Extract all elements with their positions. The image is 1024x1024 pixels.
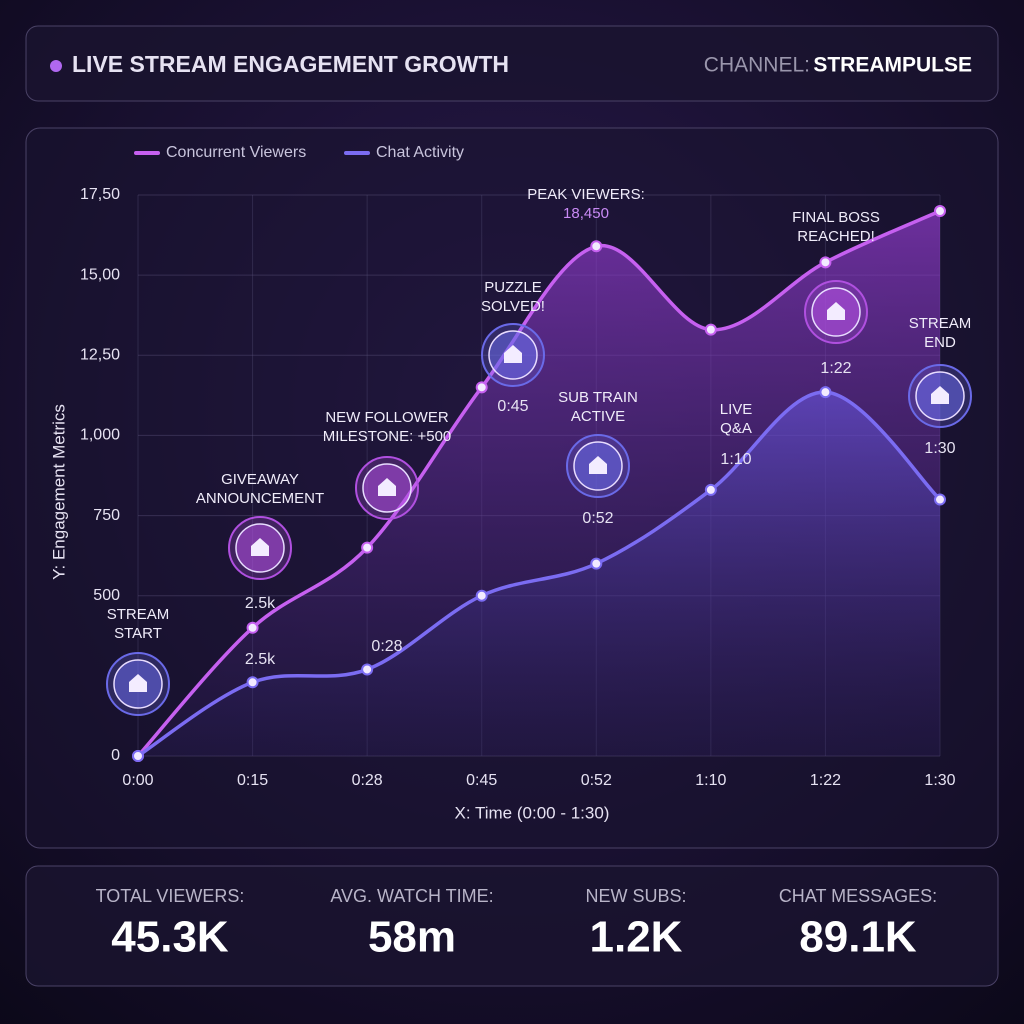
point-label: 0:45 bbox=[497, 398, 528, 415]
legend-label: Concurrent Viewers bbox=[166, 144, 306, 161]
x-tick-label: 0:00 bbox=[122, 772, 153, 789]
annotation-text: END bbox=[924, 334, 956, 351]
data-point bbox=[934, 205, 946, 218]
point-label: 1:10 bbox=[720, 451, 751, 468]
icon-glyph bbox=[827, 302, 845, 320]
y-tick-label: 17,50 bbox=[80, 186, 120, 203]
annotation-text: STREAM bbox=[909, 315, 972, 332]
point-label: 2.5k bbox=[245, 651, 276, 668]
data-point bbox=[361, 541, 374, 554]
y-tick-label: 15,00 bbox=[80, 266, 120, 283]
y-tick-label: 0 bbox=[111, 747, 120, 764]
annotation-text: PEAK VIEWERS: bbox=[527, 186, 645, 203]
stats-panel bbox=[25, 865, 999, 987]
icon-glyph bbox=[504, 345, 522, 363]
x-tick-label: 0:15 bbox=[237, 772, 268, 789]
stat-label: NEW SUBS: bbox=[585, 886, 686, 906]
y-tick-label: 500 bbox=[93, 587, 120, 604]
data-point bbox=[819, 256, 832, 269]
data-point bbox=[704, 323, 717, 336]
x-axis-label: X: Time (0:00 - 1:30) bbox=[455, 803, 610, 822]
stat-label: TOTAL VIEWERS: bbox=[96, 886, 245, 906]
data-point bbox=[475, 589, 488, 602]
point-label: 1:22 bbox=[820, 360, 851, 377]
annotation-text: STREAM bbox=[107, 606, 170, 623]
annotation-text: ACTIVE bbox=[571, 408, 625, 425]
x-tick-label: 0:52 bbox=[581, 772, 612, 789]
data-point bbox=[246, 676, 259, 689]
icon-glyph bbox=[251, 538, 269, 556]
x-tick-label: 0:45 bbox=[466, 772, 497, 789]
title: LIVE STREAM ENGAGEMENT GROWTH bbox=[72, 51, 509, 77]
icon-glyph bbox=[129, 674, 147, 692]
legend-label: Chat Activity bbox=[376, 144, 464, 161]
x-tick-label: 1:22 bbox=[810, 772, 841, 789]
icon-glyph bbox=[931, 386, 949, 404]
data-point bbox=[246, 621, 259, 634]
annotation-text: SOLVED! bbox=[481, 298, 545, 315]
annotation-text: REACHED! bbox=[797, 228, 875, 245]
annotation-text: ANNOUNCEMENT bbox=[196, 490, 324, 507]
data-point bbox=[361, 663, 374, 676]
data-point bbox=[704, 483, 717, 496]
point-label: 2.5k bbox=[245, 595, 276, 612]
channel-name: STREAMPULSE bbox=[813, 54, 972, 77]
stat-value: 89.1K bbox=[799, 913, 917, 962]
point-label: 0:28 bbox=[371, 638, 402, 655]
annotation-text: START bbox=[114, 625, 162, 642]
annotation-text: NEW FOLLOWER bbox=[325, 409, 449, 426]
series-line bbox=[136, 209, 941, 758]
annotation-text: LIVE bbox=[720, 401, 753, 418]
channel-label: CHANNEL: bbox=[704, 54, 810, 77]
stat-value: 1.2K bbox=[590, 913, 683, 962]
point-label: 1:30 bbox=[924, 440, 955, 457]
stat-label: AVG. WATCH TIME: bbox=[330, 886, 493, 906]
stat-value: 58m bbox=[368, 913, 456, 962]
annotation-text: Q&A bbox=[720, 420, 752, 437]
annotation-text: GIVEAWAY bbox=[221, 471, 299, 488]
y-tick-label: 750 bbox=[93, 507, 120, 524]
icon-glyph bbox=[589, 456, 607, 474]
point-label: 0:52 bbox=[582, 510, 613, 527]
annotation-text: PUZZLE bbox=[484, 279, 542, 296]
annotation-text: SUB TRAIN bbox=[558, 389, 638, 406]
y-axis-label: Y: Engagement Metrics bbox=[49, 404, 68, 580]
annotation-text: FINAL BOSS bbox=[792, 209, 880, 226]
data-point bbox=[819, 386, 832, 399]
x-tick-label: 0:28 bbox=[352, 772, 383, 789]
icon-glyph bbox=[378, 478, 396, 496]
live-dot bbox=[50, 60, 62, 72]
data-point bbox=[132, 750, 144, 762]
stat-value: 45.3K bbox=[111, 913, 229, 962]
y-tick-label: 1,000 bbox=[80, 427, 120, 444]
x-tick-label: 1:10 bbox=[695, 772, 726, 789]
x-tick-label: 1:30 bbox=[924, 772, 955, 789]
header-panel bbox=[25, 25, 999, 102]
annotation-text: 18,450 bbox=[563, 205, 609, 222]
data-point bbox=[475, 381, 488, 394]
data-point bbox=[590, 240, 603, 253]
data-point bbox=[590, 557, 603, 570]
stat-label: CHAT MESSAGES: bbox=[779, 886, 937, 906]
y-tick-label: 12,50 bbox=[80, 347, 120, 364]
series-area bbox=[138, 392, 940, 756]
annotation-text: MILESTONE: +500 bbox=[323, 428, 452, 445]
data-point bbox=[934, 493, 946, 506]
